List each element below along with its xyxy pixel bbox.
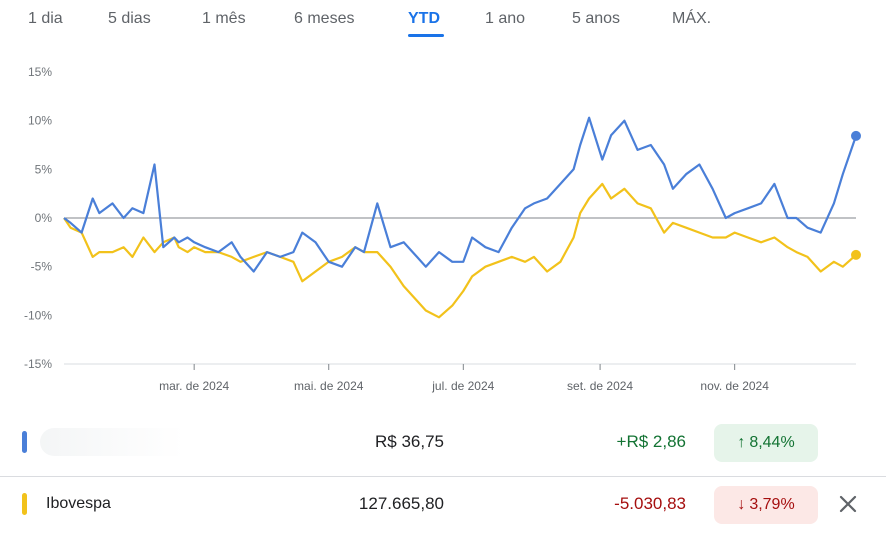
- percent-change-badge: ↓ 3,79%: [714, 486, 818, 524]
- y-tick-label: 15%: [28, 65, 52, 79]
- y-tick-label: 0%: [35, 211, 53, 225]
- tab-5-years[interactable]: 5 anos: [572, 10, 621, 27]
- series-line: [63, 116, 858, 273]
- current-price: 127.665,80: [358, 494, 444, 513]
- y-axis-tick-labels: 15% 10% 5% 0% -5% -10% -15%: [24, 65, 52, 371]
- tab-max[interactable]: MÁX.: [672, 10, 712, 27]
- percent-change: 8,44%: [749, 434, 795, 451]
- row-divider: [0, 476, 886, 477]
- y-tick-label: -5%: [31, 260, 53, 274]
- tab-1-year[interactable]: 1 ano: [485, 10, 526, 27]
- x-tick-label: nov. de 2024: [700, 379, 769, 393]
- security-name: Ibovespa: [46, 495, 111, 512]
- arrow-up-icon: ↑: [737, 434, 746, 451]
- tab-6-months[interactable]: 6 meses: [294, 10, 355, 27]
- price-comparison-chart[interactable]: 15% 10% 5% 0% -5% -10% -15% mar. de 2024 mai. d…: [0, 50, 886, 400]
- percent-change-badge: ↑ 8,44%: [714, 424, 818, 462]
- x-tick-label: jul. de 2024: [431, 379, 494, 393]
- series-line: [63, 182, 857, 319]
- y-tick-label: -15%: [24, 357, 52, 371]
- tab-5-days[interactable]: 5 dias: [108, 10, 151, 27]
- price-change: +R$ 2,86: [616, 432, 686, 451]
- x-axis: mar. de 2024 mai. de 2024 jul. de 2024 set.…: [64, 363, 856, 393]
- y-tick-label: 5%: [35, 162, 53, 176]
- tab-1-day[interactable]: 1 dia: [28, 10, 63, 27]
- x-tick-label: set. de 2024: [567, 379, 633, 393]
- range-tabs: 1 dia 5 dias 1 mês 6 meses YTD 1 ano 5 a…: [0, 0, 886, 40]
- x-tick-label: mar. de 2024: [159, 379, 229, 393]
- comparison-row-ibovespa[interactable]: Ibovespa 127.665,80 -5.030,83 ↓ 3,79%: [0, 480, 886, 532]
- close-icon[interactable]: [836, 492, 860, 516]
- series-end-dot: [851, 249, 861, 260]
- y-tick-label: 10%: [28, 114, 52, 128]
- price-change: -5.030,83: [614, 494, 686, 513]
- percent-change: 3,79%: [749, 496, 795, 513]
- comparison-row-stock[interactable]: R$ 36,75 +R$ 2,86 ↑ 8,44%: [0, 418, 886, 470]
- active-tab-indicator: [408, 34, 444, 37]
- current-price: R$ 36,75: [375, 432, 444, 451]
- tab-1-month[interactable]: 1 mês: [202, 10, 246, 27]
- chart-series: [63, 116, 858, 319]
- series-end-dot: [851, 130, 861, 141]
- series-color-swatch: [22, 493, 27, 515]
- y-tick-label: -10%: [24, 308, 52, 322]
- obscured-name: [40, 428, 200, 456]
- x-tick-label: mai. de 2024: [294, 379, 364, 393]
- series-end-markers: [851, 130, 861, 260]
- tab-ytd[interactable]: YTD: [408, 10, 440, 27]
- series-color-swatch: [22, 431, 27, 453]
- arrow-down-icon: ↓: [737, 496, 746, 513]
